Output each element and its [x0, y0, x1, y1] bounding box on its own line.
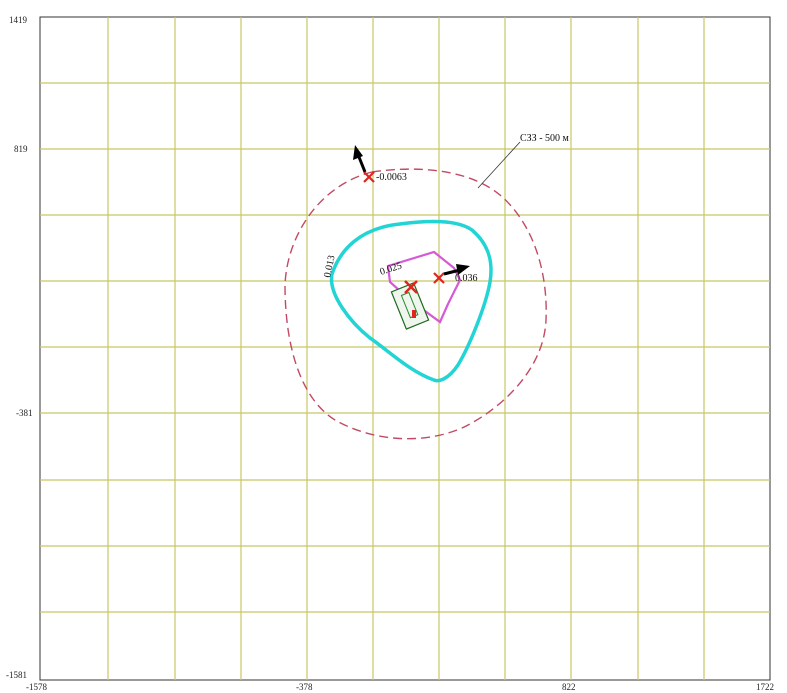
zone-label: СЗЗ - 500 м [520, 133, 570, 144]
facility-marker [412, 310, 416, 318]
y-tick-minus-1581: -1581 [6, 670, 27, 680]
x-tick-minus-1578: -1578 [26, 682, 47, 692]
value-label-east: 0.036 [455, 273, 478, 284]
zone-label-leader [477, 141, 521, 189]
arrow-north [353, 145, 367, 173]
source-marker-east [433, 272, 445, 284]
y-tick-1419: 1419 [9, 15, 28, 25]
map-frame [39, 16, 771, 681]
value-label-north: -0.0063 [376, 172, 407, 183]
arrow-east [443, 264, 470, 276]
facility-outline [390, 282, 430, 330]
sanitary-zone-boundary [284, 168, 547, 440]
contour-label-inner: 0.025 [379, 260, 404, 277]
x-tick-822: 822 [562, 682, 576, 692]
contour-inner [386, 250, 462, 324]
source-marker-north [363, 171, 375, 183]
source-marker-main [404, 280, 418, 294]
map-grid [40, 17, 770, 680]
x-tick-1722: 1722 [756, 682, 774, 692]
contour-label-outer: 0.013 [322, 254, 337, 278]
y-tick-minus-381: -381 [16, 408, 33, 418]
contour-outer [329, 219, 493, 383]
x-tick-minus-378: -378 [296, 682, 313, 692]
y-tick-819: 819 [14, 144, 28, 154]
